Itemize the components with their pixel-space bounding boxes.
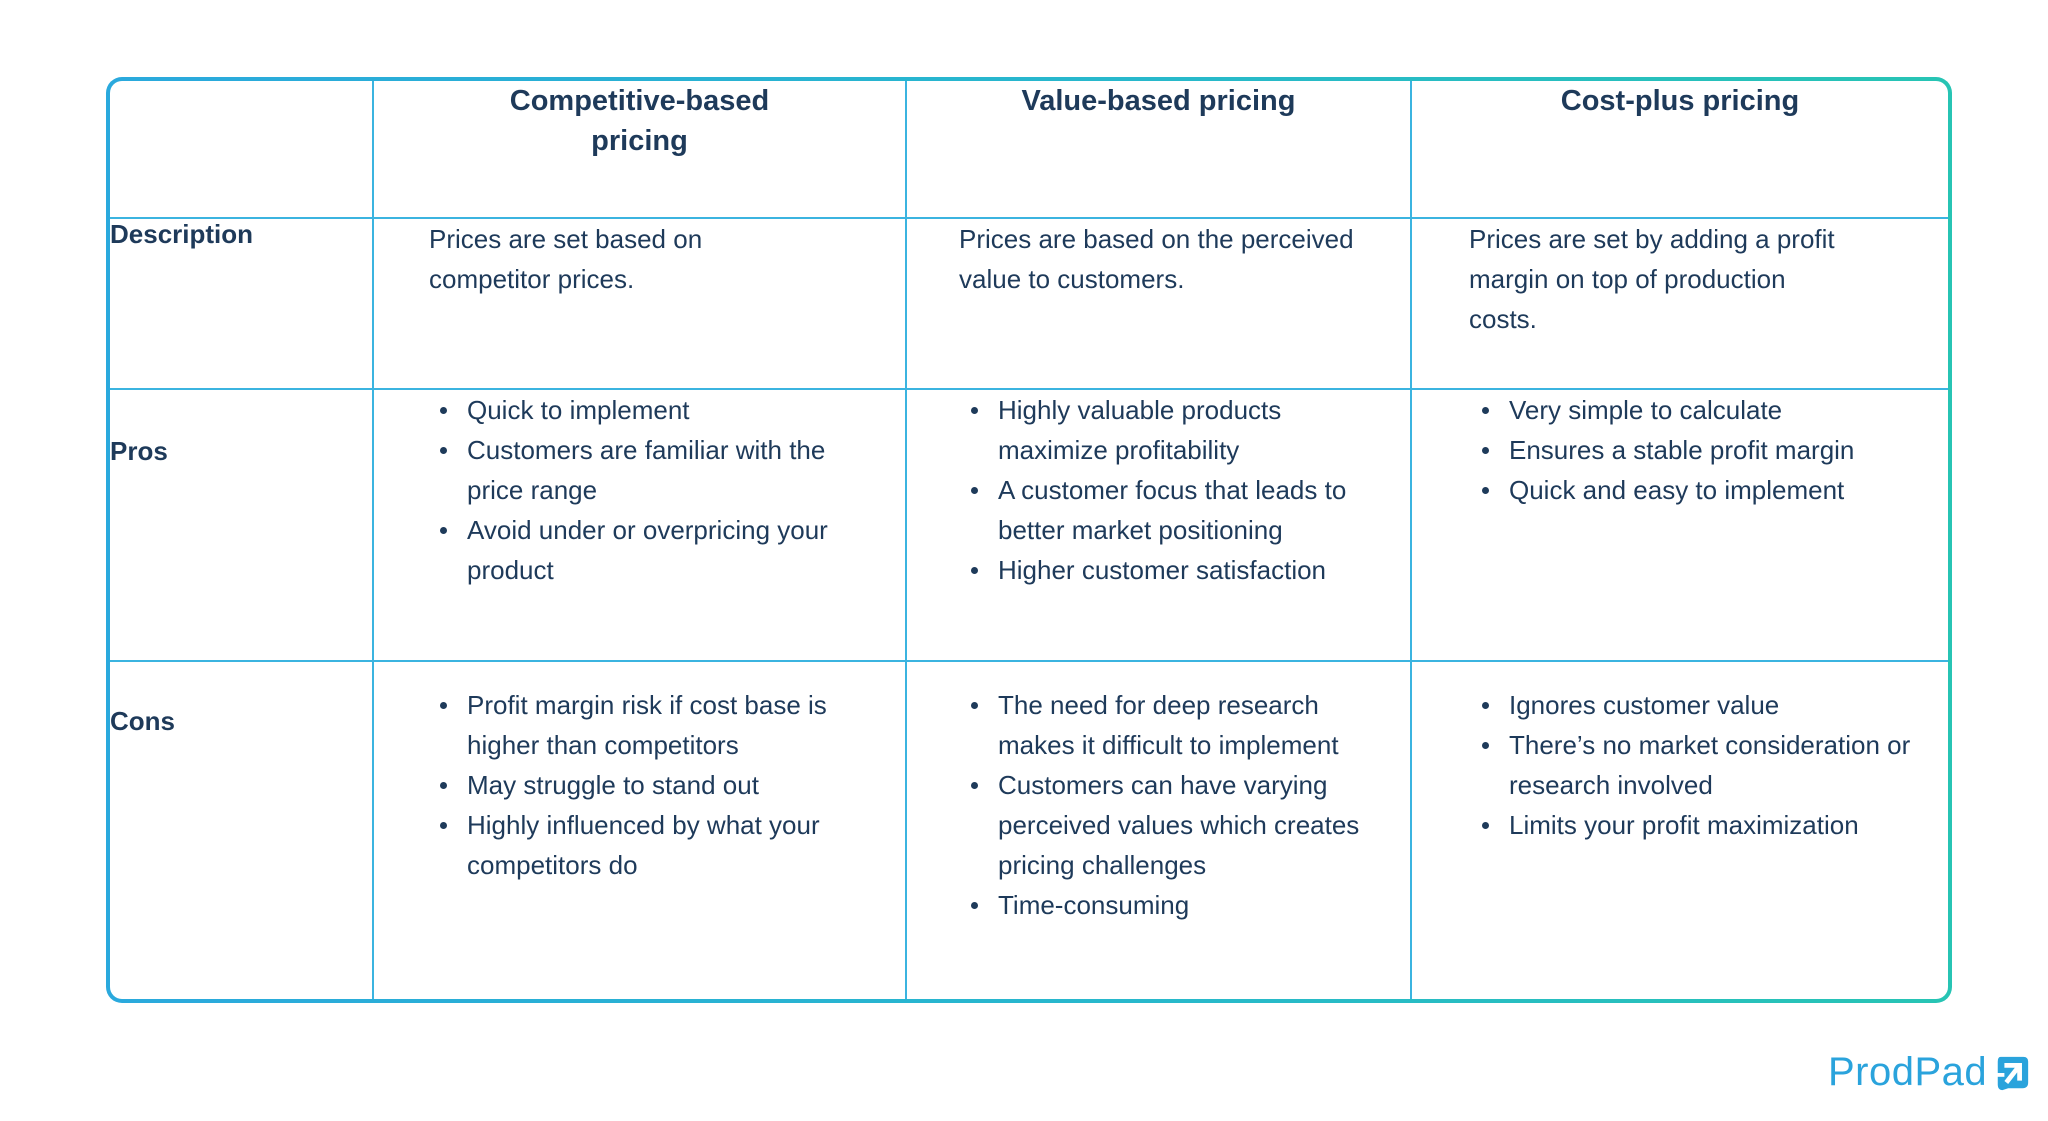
pros-cost-plus: Very simple to calculate Ensures a stabl… — [1410, 388, 1948, 662]
cons-row: Cons Profit margin risk if cost base is … — [110, 660, 1948, 999]
list-item: Highly valuable products maximize profit… — [971, 390, 1380, 470]
row-label-description: Description — [110, 217, 374, 390]
list-item: There’s no market consideration or resea… — [1482, 725, 1918, 805]
pros-competitive: Quick to implement Customers are familia… — [372, 388, 907, 662]
row-label-pros: Pros — [110, 388, 374, 662]
header-cost-plus: Cost-plus pricing — [1410, 81, 1948, 219]
cons-value: The need for deep research makes it diff… — [905, 660, 1412, 999]
cons-competitive: Profit margin risk if cost base is highe… — [372, 660, 907, 999]
list-item: The need for deep research makes it diff… — [971, 685, 1380, 765]
list-item: Ignores customer value — [1482, 685, 1918, 725]
cons-competitive-list: Profit margin risk if cost base is highe… — [440, 685, 865, 885]
cons-cost-plus-list: Ignores customer value There’s no market… — [1482, 685, 1918, 845]
pros-cost-plus-list: Very simple to calculate Ensures a stabl… — [1482, 390, 1918, 510]
list-item: Profit margin risk if cost base is highe… — [440, 685, 865, 765]
header-competitive-based: Competitive-based pricing — [372, 81, 907, 219]
pricing-comparison-table: Competitive-based pricing Value-based pr… — [110, 81, 1948, 999]
list-item: Customers are familiar with the price ra… — [440, 430, 865, 510]
cons-cost-plus: Ignores customer value There’s no market… — [1410, 660, 1948, 999]
pros-value-list: Highly valuable products maximize profit… — [971, 390, 1380, 590]
comparison-table-frame: Competitive-based pricing Value-based pr… — [106, 77, 1952, 1003]
list-item: Quick and easy to implement — [1482, 470, 1918, 510]
description-cost-plus: Prices are set by adding a profit margin… — [1410, 217, 1948, 390]
list-item: Time-consuming — [971, 885, 1380, 925]
pros-competitive-list: Quick to implement Customers are familia… — [440, 390, 865, 590]
header-row: Competitive-based pricing Value-based pr… — [110, 81, 1948, 219]
prodpad-logo: ProdPad — [1828, 1050, 2031, 1095]
list-item: Highly influenced by what your competito… — [440, 805, 865, 885]
list-item: Ensures a stable profit margin — [1482, 430, 1918, 470]
pros-row: Pros Quick to implement Customers are fa… — [110, 388, 1948, 662]
description-row: Description Prices are set based on comp… — [110, 217, 1948, 390]
pros-value: Highly valuable products maximize profit… — [905, 388, 1412, 662]
description-competitive: Prices are set based on competitor price… — [372, 217, 907, 390]
row-label-cons: Cons — [110, 660, 374, 999]
header-empty-cell — [110, 81, 374, 219]
header-value-based: Value-based pricing — [905, 81, 1412, 219]
list-item: Customers can have varying perceived val… — [971, 765, 1380, 885]
description-value: Prices are based on the perceived value … — [905, 217, 1412, 390]
logo-text: ProdPad — [1828, 1050, 1988, 1094]
prodpad-arrow-icon — [1996, 1056, 2029, 1090]
comparison-table-container: Competitive-based pricing Value-based pr… — [110, 81, 1948, 999]
cons-value-list: The need for deep research makes it diff… — [971, 685, 1380, 925]
list-item: Quick to implement — [440, 390, 865, 430]
list-item: May struggle to stand out — [440, 765, 865, 805]
list-item: Avoid under or overpricing your product — [440, 510, 865, 590]
list-item: A customer focus that leads to better ma… — [971, 470, 1380, 550]
list-item: Very simple to calculate — [1482, 390, 1918, 430]
list-item: Higher customer satisfaction — [971, 550, 1380, 590]
list-item: Limits your profit maximization — [1482, 805, 1918, 845]
